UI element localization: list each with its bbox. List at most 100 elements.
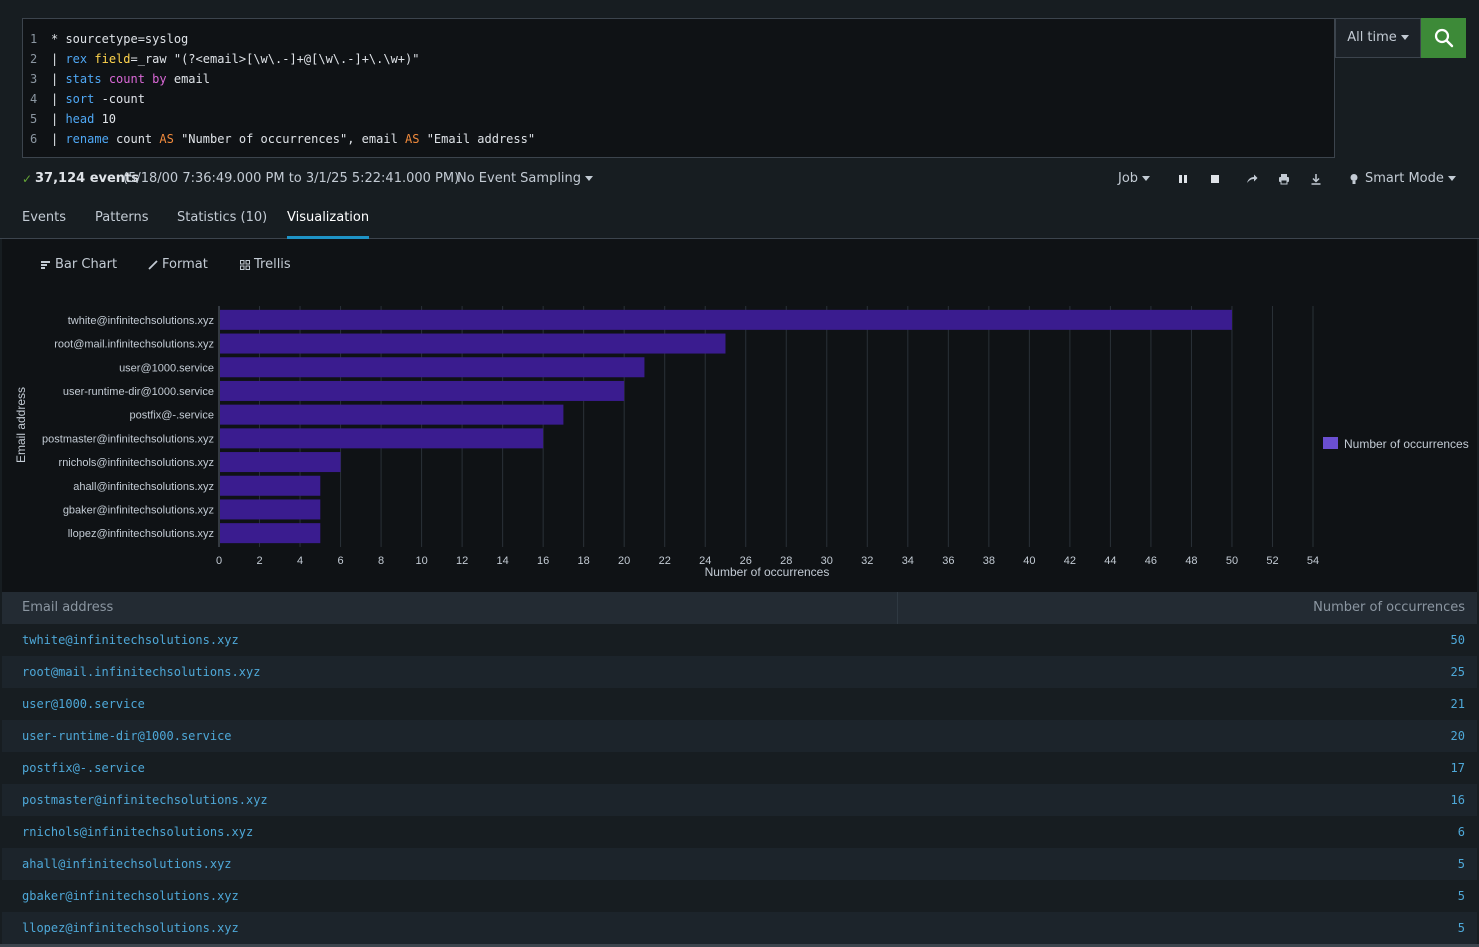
email-cell[interactable]: postfix@-.service <box>22 761 145 775</box>
count-cell[interactable]: 25 <box>1450 665 1465 679</box>
x-tick-label: 32 <box>861 555 873 567</box>
share-button[interactable] <box>1244 171 1260 187</box>
email-cell[interactable]: root@mail.infinitechsolutions.xyz <box>22 665 261 679</box>
bar[interactable] <box>220 523 321 544</box>
count-cell[interactable]: 17 <box>1450 761 1465 775</box>
bar[interactable] <box>220 309 1232 330</box>
tab-statistics[interactable]: Statistics (10) <box>177 210 268 225</box>
column-header-email[interactable]: Email address <box>22 600 114 615</box>
query-line[interactable]: 3 | stats count by email <box>23 69 210 89</box>
query-token: 10 <box>94 112 117 126</box>
x-tick-label: 38 <box>983 555 995 567</box>
query-token: AS <box>405 132 420 146</box>
trellis-button[interactable]: Trellis <box>240 257 291 272</box>
bar[interactable] <box>220 499 321 520</box>
bar[interactable] <box>220 380 625 401</box>
table-row: ahall@infinitechsolutions.xyz 5 <box>2 848 1477 880</box>
table-row: root@mail.infinitechsolutions.xyz 25 <box>2 656 1477 688</box>
count-cell[interactable]: 21 <box>1450 697 1465 711</box>
search-icon <box>1434 28 1453 48</box>
x-tick-label: 46 <box>1145 555 1157 567</box>
bar-chart-icon <box>41 260 50 269</box>
bar[interactable] <box>220 404 564 425</box>
pause-button[interactable] <box>1175 171 1191 187</box>
query-token: stats <box>65 72 102 86</box>
query-line[interactable]: 5 | head 10 <box>23 109 116 129</box>
query-line[interactable]: 1 * sourcetype=syslog <box>23 29 188 49</box>
stop-button[interactable] <box>1207 171 1223 187</box>
count-cell[interactable]: 5 <box>1457 857 1465 871</box>
count-cell[interactable]: 16 <box>1450 793 1465 807</box>
search-query-editor[interactable]: 1 * sourcetype=syslog 2 | rex field=_raw "(… <box>22 18 1335 158</box>
column-header-count[interactable]: Number of occurrences <box>1313 600 1465 615</box>
search-button[interactable] <box>1421 18 1466 58</box>
bar[interactable] <box>220 357 645 378</box>
format-button[interactable]: Format <box>148 257 208 272</box>
x-tick-label: 12 <box>456 555 468 567</box>
x-tick-label: 54 <box>1307 555 1319 567</box>
line-number: 3 <box>30 72 38 86</box>
email-cell[interactable]: llopez@infinitechsolutions.xyz <box>22 921 239 935</box>
y-tick-label: user@1000.service <box>119 362 214 374</box>
event-sampling-dropdown[interactable]: No Event Sampling <box>457 168 594 190</box>
bar[interactable] <box>220 333 726 354</box>
job-menu[interactable]: Job <box>1118 168 1151 190</box>
y-tick-label: postmaster@infinitechsolutions.xyz <box>42 433 214 445</box>
export-button[interactable] <box>1308 171 1324 187</box>
x-tick-label: 36 <box>942 555 954 567</box>
grid-icon <box>240 259 250 270</box>
column-divider <box>897 592 898 624</box>
chart-type-button[interactable]: Bar Chart <box>41 257 117 272</box>
print-icon <box>1279 174 1289 185</box>
count-cell[interactable]: 5 <box>1457 921 1465 935</box>
email-cell[interactable]: rnichols@infinitechsolutions.xyz <box>22 825 254 839</box>
legend-label[interactable]: Number of occurrences <box>1344 437 1469 451</box>
search-mode-dropdown[interactable]: Smart Mode <box>1349 168 1456 190</box>
query-line[interactable]: 6 | rename count AS "Number of occurrence… <box>23 129 535 149</box>
x-tick-label: 20 <box>618 555 630 567</box>
x-tick-label: 4 <box>297 555 303 567</box>
share-icon <box>1247 174 1258 183</box>
email-cell[interactable]: user-runtime-dir@1000.service <box>22 729 232 743</box>
tab-patterns[interactable]: Patterns <box>95 210 149 225</box>
line-number: 6 <box>30 132 38 146</box>
bar[interactable] <box>220 475 321 496</box>
email-cell[interactable]: twhite@infinitechsolutions.xyz <box>22 633 239 647</box>
email-cell[interactable]: gbaker@infinitechsolutions.xyz <box>22 889 239 903</box>
check-icon: ✓ <box>22 172 33 186</box>
query-token: field <box>94 52 131 66</box>
y-tick-label: rnichols@infinitechsolutions.xyz <box>59 457 214 469</box>
query-token: | <box>51 72 66 86</box>
query-token: | <box>51 112 66 126</box>
time-range-picker[interactable]: All time <box>1335 18 1421 58</box>
table-row: user@1000.service 21 <box>2 688 1477 720</box>
tab-visualization[interactable]: Visualization <box>287 210 370 239</box>
count-cell[interactable]: 5 <box>1457 889 1465 903</box>
email-cell[interactable]: postmaster@infinitechsolutions.xyz <box>22 793 268 807</box>
chevron-down-icon <box>1400 35 1409 40</box>
y-axis-title: Email address <box>14 387 28 463</box>
email-cell[interactable]: ahall@infinitechsolutions.xyz <box>22 857 232 871</box>
chevron-down-icon <box>585 176 594 181</box>
table-row: rnichols@infinitechsolutions.xyz 6 <box>2 816 1477 848</box>
count-cell[interactable]: 6 <box>1457 825 1465 839</box>
x-tick-label: 40 <box>1023 555 1035 567</box>
email-cell[interactable]: user@1000.service <box>22 697 145 711</box>
query-line[interactable]: 2 | rex field=_raw "(?<email>[\w\.-]+@[\w… <box>23 49 419 69</box>
event-count: 37,124 events <box>35 171 140 186</box>
trellis-label: Trellis <box>254 257 291 272</box>
x-tick-label: 6 <box>337 555 343 567</box>
count-cell[interactable]: 20 <box>1450 729 1465 743</box>
results-table: Email address Number of occurrences twhi… <box>2 592 1477 944</box>
line-number: 5 <box>30 112 38 126</box>
count-cell[interactable]: 50 <box>1450 633 1465 647</box>
print-button[interactable] <box>1276 171 1292 187</box>
query-line[interactable]: 4 | sort -count <box>23 89 145 109</box>
y-tick-label: ahall@infinitechsolutions.xyz <box>73 481 214 493</box>
x-tick-label: 26 <box>740 555 752 567</box>
query-token: AS <box>159 132 174 146</box>
bar[interactable] <box>220 452 341 473</box>
query-token: sort <box>65 92 95 106</box>
bar[interactable] <box>220 428 544 449</box>
tab-events[interactable]: Events <box>22 210 67 225</box>
